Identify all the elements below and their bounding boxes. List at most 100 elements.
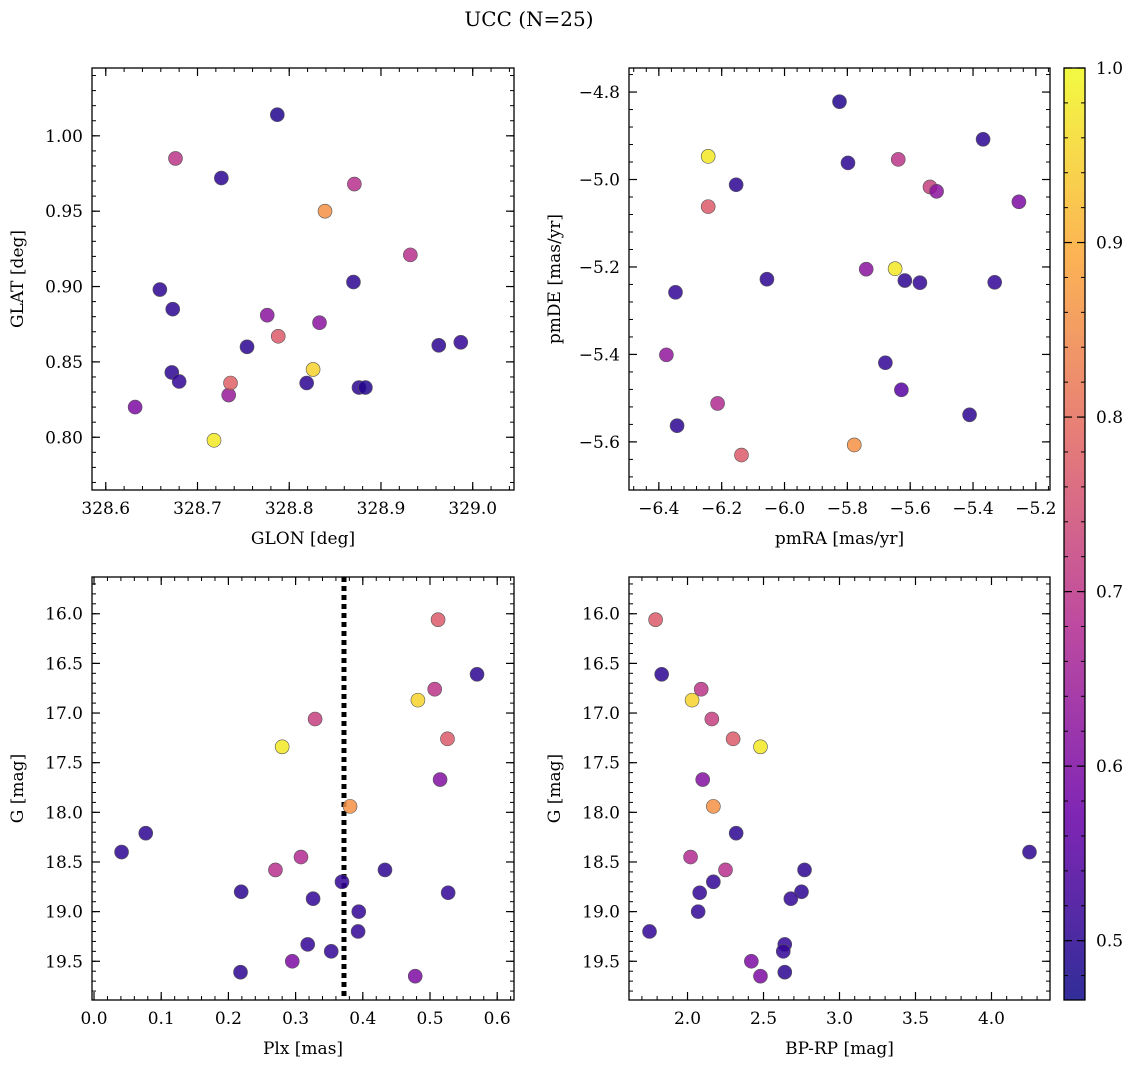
data-point bbox=[334, 874, 350, 890]
data-point bbox=[165, 301, 181, 317]
data-point bbox=[299, 375, 314, 391]
data-point bbox=[894, 382, 909, 398]
x-tick-label: 0.6 bbox=[484, 1009, 511, 1029]
data-point bbox=[293, 849, 309, 865]
data-point bbox=[706, 874, 721, 890]
x-tick-label: 328.6 bbox=[81, 499, 130, 519]
data-point bbox=[317, 203, 333, 219]
data-point bbox=[300, 937, 316, 952]
data-point bbox=[728, 825, 744, 841]
y-tick-label: 1.00 bbox=[45, 127, 83, 147]
data-point bbox=[700, 199, 716, 214]
data-point bbox=[1022, 844, 1037, 860]
x-tick-label: 0.2 bbox=[215, 1009, 242, 1029]
data-point bbox=[114, 844, 129, 860]
data-point bbox=[350, 924, 366, 939]
y-tick-label: 0.80 bbox=[45, 428, 83, 448]
panel-glon-glat: 328.6 328.7 328.8 328.9 329.0 0.80 0.85 0.90 0.9… bbox=[8, 67, 515, 549]
data-point bbox=[648, 612, 663, 627]
x-tick-label: −5.2 bbox=[1015, 499, 1056, 519]
data-point bbox=[794, 884, 809, 900]
data-point bbox=[858, 261, 874, 277]
data-point bbox=[642, 924, 657, 939]
y-tick-label: 18.0 bbox=[45, 803, 83, 823]
axes-frame bbox=[628, 576, 1051, 1001]
data-point bbox=[728, 177, 744, 193]
data-point bbox=[1011, 194, 1027, 210]
y-tick-label: 17.0 bbox=[582, 704, 620, 724]
y-tick-label: 0.95 bbox=[45, 202, 83, 222]
y-tick-label: 18.0 bbox=[582, 803, 620, 823]
y-tick-label: 19.5 bbox=[582, 952, 620, 972]
data-point bbox=[407, 968, 423, 984]
y-tick-label: 19.5 bbox=[45, 952, 83, 972]
data-point bbox=[887, 261, 903, 277]
colorbar-tick-label: 0.7 bbox=[1096, 583, 1123, 603]
data-point bbox=[270, 107, 285, 123]
colorbar: 0.5 0.6 0.7 0.8 0.9 1.0 bbox=[1063, 59, 1123, 1001]
panel-plx-g: 0.0 0.1 0.2 0.3 0.4 0.5 0.6 16.0 16.5 17.0 17.5 18.… bbox=[8, 576, 515, 1059]
x-tick-label: 0.5 bbox=[416, 1009, 443, 1029]
x-axis-label: pmRA [mas/yr] bbox=[775, 529, 904, 549]
colorbar-tick-label: 0.9 bbox=[1096, 234, 1123, 254]
data-point bbox=[710, 396, 725, 411]
y-tick-label: 18.5 bbox=[45, 853, 83, 873]
panel-pmra-pmde: −6.4 −6.2 −6.0 −5.8 −5.6 −5.4 −5.2 −5.6 −5.4 −5.2… bbox=[545, 67, 1057, 549]
x-tick-label: −5.8 bbox=[827, 499, 868, 519]
data-point bbox=[440, 731, 455, 747]
x-tick-label: 4.0 bbox=[978, 1009, 1005, 1029]
x-tick-label: 0.1 bbox=[148, 1009, 175, 1029]
data-point bbox=[469, 667, 485, 682]
y-tick-label: 16.5 bbox=[45, 654, 83, 674]
x-tick-label: 328.8 bbox=[265, 499, 314, 519]
y-tick-label: −4.8 bbox=[579, 83, 620, 103]
data-point bbox=[734, 447, 749, 463]
data-point bbox=[259, 307, 275, 323]
colorbar-tick-label: 0.8 bbox=[1096, 408, 1123, 428]
data-point bbox=[347, 176, 362, 192]
x-tick-label: 3.0 bbox=[826, 1009, 853, 1029]
data-point bbox=[878, 355, 893, 371]
data-point bbox=[221, 387, 236, 403]
data-point bbox=[962, 407, 977, 423]
data-point bbox=[775, 944, 791, 959]
data-point bbox=[346, 274, 361, 290]
y-axis-label: G [mag] bbox=[545, 754, 565, 823]
data-point bbox=[410, 692, 426, 708]
colorbar-bar bbox=[1063, 67, 1086, 1001]
x-axis-label: Plx [mas] bbox=[263, 1039, 343, 1059]
data-point bbox=[718, 862, 733, 878]
data-point bbox=[890, 152, 906, 167]
data-point bbox=[342, 799, 358, 814]
axes-frame bbox=[91, 67, 515, 491]
x-tick-label: 0.0 bbox=[80, 1009, 107, 1029]
data-point bbox=[690, 904, 706, 919]
data-point bbox=[377, 862, 393, 878]
data-point bbox=[683, 849, 698, 865]
panels: 328.6 328.7 328.8 328.9 329.0 0.80 0.85 0.90 0.9… bbox=[8, 67, 1057, 1059]
x-tick-label: 329.0 bbox=[448, 499, 497, 519]
data-point bbox=[323, 944, 339, 959]
data-point bbox=[431, 338, 447, 353]
x-tick-label: 0.3 bbox=[282, 1009, 309, 1029]
data-point bbox=[127, 399, 143, 415]
x-tick-label: 2.5 bbox=[750, 1009, 777, 1029]
y-tick-label: 16.0 bbox=[45, 605, 83, 625]
y-tick-label: 19.0 bbox=[582, 903, 620, 923]
data-point bbox=[358, 380, 373, 395]
x-tick-label: 328.9 bbox=[357, 499, 406, 519]
data-point bbox=[284, 953, 300, 969]
y-tick-label: −5.6 bbox=[579, 433, 620, 453]
data-point bbox=[268, 862, 283, 878]
data-point bbox=[777, 964, 793, 980]
data-point bbox=[987, 274, 1003, 290]
data-point bbox=[684, 692, 700, 708]
data-point bbox=[305, 362, 321, 377]
data-point bbox=[138, 825, 154, 841]
data-point bbox=[305, 891, 321, 907]
y-tick-label: −5.0 bbox=[579, 171, 620, 191]
data-point bbox=[270, 328, 286, 344]
data-point bbox=[168, 151, 183, 166]
x-tick-label: −6.0 bbox=[764, 499, 805, 519]
